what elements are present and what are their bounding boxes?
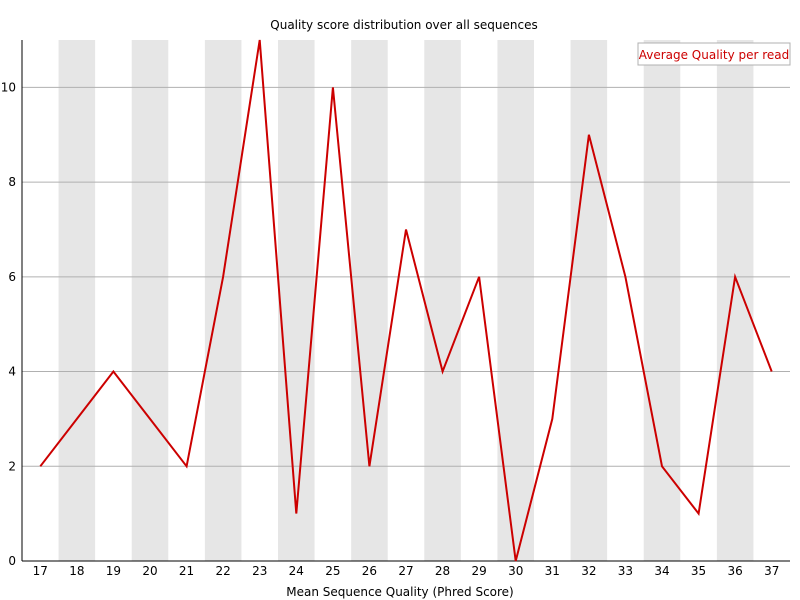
column-band <box>58 40 96 561</box>
x-tick-label: 33 <box>618 564 633 578</box>
column-band <box>204 40 242 561</box>
y-tick-label: 10 <box>1 80 16 94</box>
x-axis-label: Mean Sequence Quality (Phred Score) <box>286 585 514 599</box>
column-band <box>424 40 461 561</box>
x-tick-label: 32 <box>581 564 596 578</box>
x-tick-label: 36 <box>728 564 743 578</box>
x-tick-labels: 17 18 19 20 21 22 23 24 25 26 27 28 29 30 31 32 33 34 35 36… <box>33 564 780 578</box>
x-tick-label: 27 <box>398 564 413 578</box>
x-tick-label: 17 <box>33 564 48 578</box>
column-band <box>497 40 534 561</box>
column-bands <box>58 40 754 561</box>
x-tick-label: 25 <box>325 564 340 578</box>
legend-box <box>637 42 791 66</box>
x-tick-label: 30 <box>508 564 523 578</box>
x-tick-label: 19 <box>106 564 121 578</box>
x-tick-label: 28 <box>435 564 450 578</box>
x-tick-label: 34 <box>654 564 669 578</box>
x-tick-label: 23 <box>252 564 267 578</box>
x-tick-label: 24 <box>289 564 304 578</box>
column-band <box>278 40 315 561</box>
series-lines <box>39 39 773 562</box>
legend-entry: Average Quality per read <box>639 48 790 62</box>
y-tick-label: 8 <box>8 175 16 189</box>
x-tick-label: 29 <box>472 564 487 578</box>
x-tick-label: 37 <box>764 564 779 578</box>
column-band <box>131 40 169 561</box>
x-tick-label: 22 <box>216 564 231 578</box>
chart-title: Quality score distribution over all sequ… <box>270 18 537 32</box>
column-band <box>643 40 681 561</box>
column-band <box>716 40 754 561</box>
x-tick-label: 35 <box>691 564 706 578</box>
y-tick-label: 2 <box>8 459 16 473</box>
y-tick-labels: 0 2 4 6 8 10 <box>1 80 16 568</box>
y-tick-label: 4 <box>8 365 16 379</box>
x-tick-label: 31 <box>545 564 560 578</box>
column-band <box>351 40 388 561</box>
x-tick-label: 21 <box>179 564 194 578</box>
series-line <box>39 39 773 562</box>
x-tick-label: 26 <box>362 564 377 578</box>
x-tick-label: 20 <box>142 564 157 578</box>
x-tick-label: 18 <box>69 564 84 578</box>
legend: Average Quality per read <box>637 42 791 66</box>
y-tick-label: 6 <box>8 270 16 284</box>
column-band <box>570 40 608 561</box>
axes <box>21 40 790 562</box>
y-tick-label: 0 <box>8 554 16 568</box>
